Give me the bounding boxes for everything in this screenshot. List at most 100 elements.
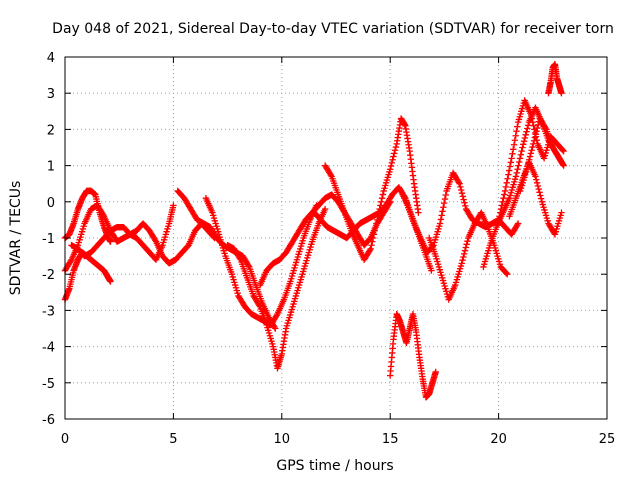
data-point	[497, 205, 505, 213]
data-point	[520, 141, 527, 148]
data-point	[272, 325, 279, 332]
data-point	[458, 186, 465, 194]
data-point	[389, 156, 396, 163]
data-point	[460, 250, 468, 258]
data-point	[370, 231, 378, 238]
data-point	[514, 220, 522, 227]
axis-ticks: 0 5 10 15 20 25 -6 -5 -4 -3 -2 -1 0 1 2 3 4	[42, 51, 615, 447]
y-tick-label: 2	[47, 123, 55, 138]
data-point	[378, 194, 386, 202]
data-point	[534, 182, 542, 190]
data-point	[520, 137, 528, 145]
data-point	[542, 124, 549, 132]
data-point	[457, 183, 464, 191]
data-point	[534, 121, 542, 129]
data-point	[530, 137, 538, 144]
data-point	[388, 159, 396, 167]
data-point	[459, 256, 466, 264]
series-arc-g	[224, 205, 329, 372]
data-point	[528, 147, 535, 154]
data-point	[366, 247, 374, 254]
data-point	[368, 242, 375, 249]
data-point	[529, 143, 536, 151]
data-point	[524, 122, 532, 129]
data-point	[458, 190, 466, 197]
data-point	[461, 247, 469, 254]
data-point	[521, 134, 529, 142]
data-point	[500, 194, 507, 202]
data-point	[505, 171, 512, 178]
y-tick-label: 0	[47, 196, 55, 211]
y-tick-label: -1	[42, 232, 55, 247]
data-point	[439, 208, 446, 215]
data-point	[503, 179, 510, 186]
data-point	[516, 155, 524, 162]
x-tick-label: 20	[490, 432, 507, 447]
data-point	[107, 278, 114, 285]
data-point	[170, 202, 177, 209]
data-point	[531, 134, 539, 141]
data-point	[512, 132, 519, 139]
data-point	[513, 128, 520, 135]
data-point	[458, 260, 465, 267]
x-tick-label: 0	[61, 432, 69, 447]
data-point	[511, 137, 519, 144]
y-tick-label: 3	[47, 87, 55, 102]
y-tick-label: -3	[42, 304, 55, 319]
data-point	[387, 162, 395, 170]
data-point	[462, 202, 469, 210]
data-point	[502, 183, 510, 191]
data-point	[519, 144, 526, 151]
data-point	[459, 193, 467, 200]
data-point	[501, 187, 509, 195]
data-point	[501, 191, 508, 198]
data-point	[515, 162, 522, 169]
data-point	[504, 175, 511, 182]
data-point	[510, 146, 517, 153]
data-point	[371, 227, 378, 234]
chart-title: Day 048 of 2021, Sidereal Day-to-day VTE…	[52, 21, 614, 37]
data-point	[514, 166, 521, 173]
data-point	[497, 209, 504, 216]
data-point	[527, 111, 535, 119]
series-arc-r	[506, 158, 565, 238]
data-point	[440, 204, 447, 211]
data-point	[537, 195, 545, 202]
data-point	[463, 241, 470, 248]
x-tick-label: 25	[599, 432, 616, 447]
data-point	[415, 209, 422, 216]
data-point	[503, 270, 510, 277]
x-axis-label: GPS time / hours	[276, 458, 393, 474]
data-point	[533, 179, 541, 186]
series-arc-q	[545, 61, 565, 97]
data-point	[560, 147, 567, 155]
data-point	[271, 323, 278, 331]
data-point	[533, 128, 540, 135]
x-tick-label: 5	[169, 432, 177, 447]
data-point	[515, 158, 523, 166]
data-point	[532, 131, 539, 138]
data-point	[518, 147, 525, 155]
data-point	[512, 173, 520, 180]
data-point	[499, 198, 506, 205]
data-point	[327, 171, 335, 179]
data-point	[461, 199, 468, 206]
data-point	[432, 368, 439, 376]
data-point	[496, 213, 503, 220]
data-point	[529, 118, 536, 126]
data-point	[559, 147, 567, 154]
data-point	[391, 147, 399, 154]
data-point	[534, 124, 541, 132]
data-point	[372, 223, 379, 231]
series-arc-k	[387, 310, 439, 401]
data-point	[462, 244, 470, 251]
data-point	[456, 180, 463, 187]
data-point	[558, 90, 565, 97]
data-point	[391, 150, 398, 157]
data-point	[509, 150, 516, 158]
data-point	[436, 220, 444, 227]
data-point	[532, 173, 539, 180]
y-tick-label: -4	[42, 341, 55, 356]
data-point	[379, 191, 387, 198]
data-point	[460, 253, 467, 261]
